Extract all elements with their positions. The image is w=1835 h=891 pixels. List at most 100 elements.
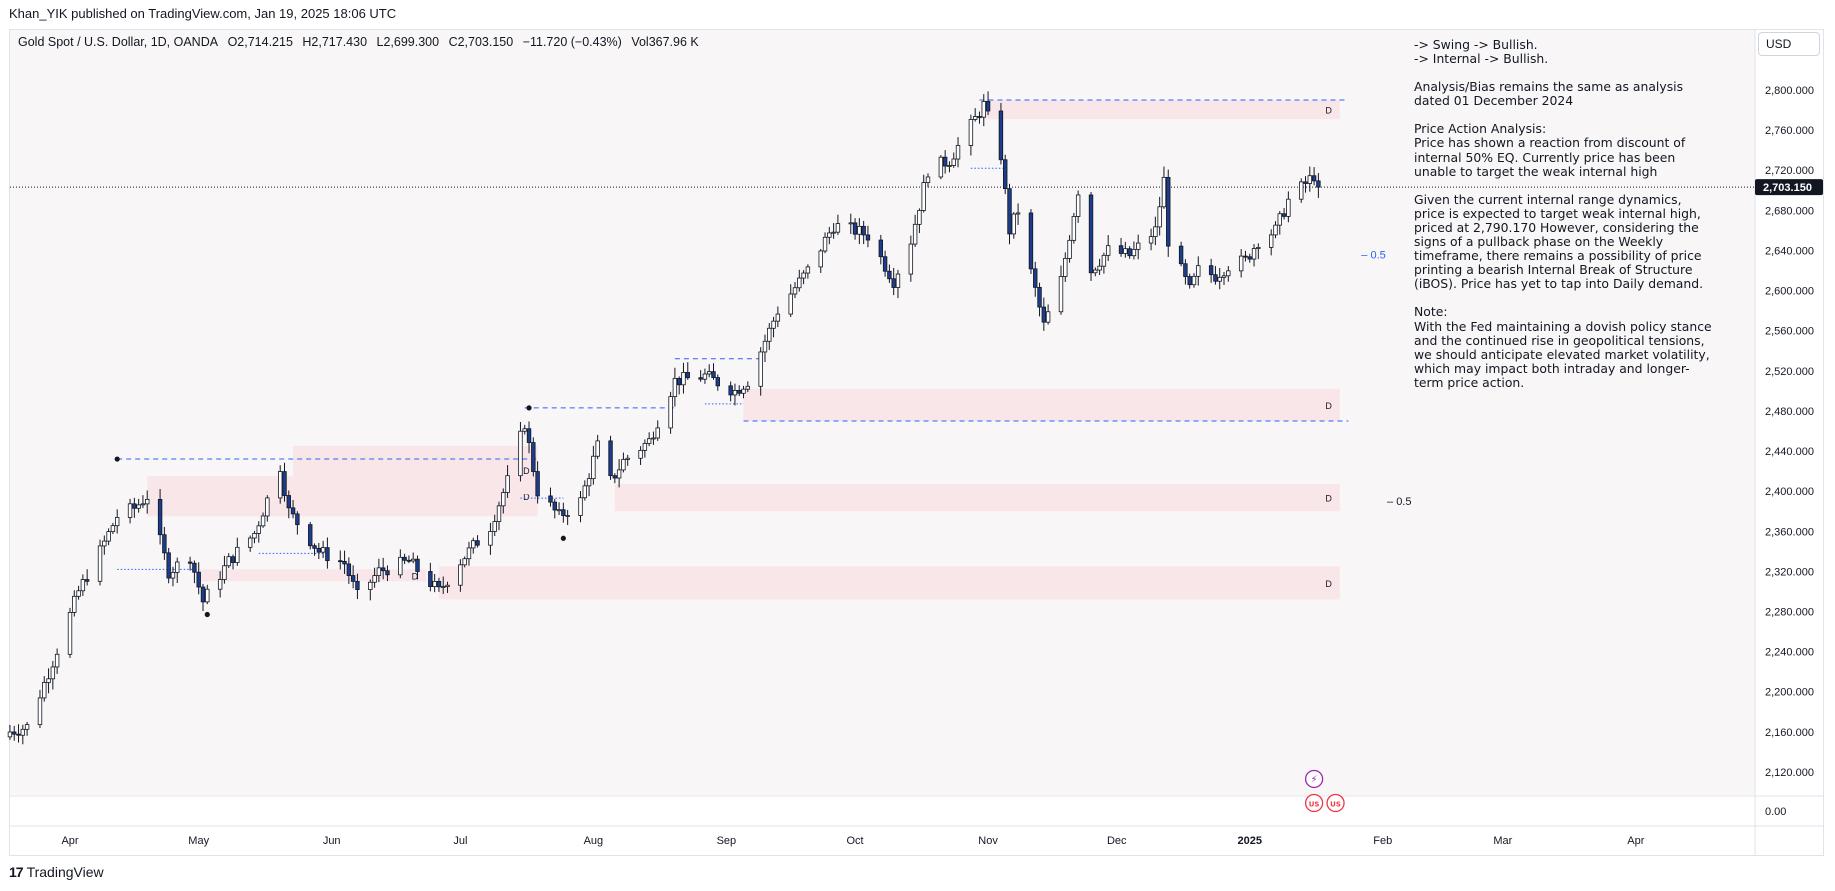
candle-down	[312, 545, 317, 549]
candle-up	[175, 561, 180, 573]
candle-up	[1217, 276, 1222, 282]
ohlc-close: C2,703.150	[448, 35, 514, 49]
candle-up	[488, 531, 493, 546]
candle-down	[308, 524, 313, 547]
candle-up	[222, 565, 227, 580]
candle-up	[170, 571, 176, 579]
candle-up	[616, 469, 622, 479]
candle-up	[1251, 248, 1257, 260]
candle-down	[737, 390, 742, 394]
price-tick-label: 2,160.000	[1765, 727, 1814, 739]
candle-down	[342, 560, 347, 565]
candle-down	[882, 256, 888, 272]
candle-down	[355, 580, 360, 590]
candle-up	[278, 471, 283, 499]
price-tick-label: 2,520.000	[1765, 366, 1814, 378]
ohlc-high: H2,717.430	[302, 35, 368, 49]
candle-up	[505, 475, 510, 493]
candle-up	[136, 504, 141, 509]
candle-up	[265, 497, 270, 517]
candle-down	[84, 579, 90, 582]
candle-down	[192, 562, 197, 573]
candle-up	[638, 449, 643, 459]
price-tick-label: 2,800.000	[1765, 85, 1814, 97]
time-tick-label: 2025	[1238, 835, 1262, 847]
candle-down	[608, 440, 613, 477]
pa-title: Price Action Analysis:	[1414, 121, 1547, 137]
economic-event-icon	[1326, 793, 1345, 813]
ohlc-low: L2,699.300	[376, 35, 440, 49]
candle-up	[586, 478, 592, 487]
price-tick-label: 2,120.000	[1765, 767, 1814, 779]
swing-point	[114, 456, 120, 462]
candle-up	[801, 272, 806, 279]
candle-up	[947, 165, 952, 167]
candle-down	[548, 495, 553, 503]
candle-up	[775, 313, 781, 322]
candle-up	[458, 564, 463, 586]
candle-up	[398, 556, 403, 576]
price-tick-label: 2,480.000	[1765, 406, 1814, 418]
candle-up	[1307, 175, 1313, 184]
candle-up	[501, 492, 506, 507]
candle-up	[1063, 258, 1068, 277]
candle-up	[1161, 176, 1167, 208]
price-tick-label: 2,680.000	[1765, 205, 1814, 217]
candle-up	[822, 236, 828, 252]
pa-text: Price has shown a reaction from discount…	[1414, 135, 1686, 179]
demand-zone-2	[198, 569, 427, 582]
economic-event-glyph: ⚡	[1311, 774, 1318, 785]
candle-up	[938, 156, 944, 178]
price-tick-label: 2,600.000	[1765, 286, 1814, 298]
candle-up	[441, 586, 446, 588]
candle-up	[797, 277, 802, 289]
tradingview-logo[interactable]: 17 TradingView	[9, 864, 104, 880]
time-tick-label: Mar	[1493, 835, 1512, 847]
candle-down	[985, 101, 991, 112]
equilibrium-label: – 0.5	[1387, 496, 1411, 508]
note-text: With the Fed maintaining a dovish policy…	[1414, 318, 1712, 390]
candle-down	[685, 372, 690, 379]
candle-down	[338, 560, 343, 563]
candle-up	[625, 457, 630, 460]
time-tick-label: Dec	[1107, 835, 1127, 847]
candle-up	[835, 223, 841, 233]
bias-note: Analysis/Bias remains the same as analys…	[1414, 79, 1684, 109]
candle-up	[256, 525, 261, 534]
candle-down	[878, 239, 884, 258]
candle-down	[132, 503, 137, 509]
candle-down	[1208, 265, 1214, 276]
candle-up	[578, 497, 583, 516]
candle-up	[1067, 239, 1072, 259]
equilibrium-label: – 0.5	[1361, 249, 1385, 261]
candle-up	[857, 225, 862, 235]
currency-button[interactable]: USD	[1758, 32, 1820, 56]
price-tick-label: 2,400.000	[1765, 486, 1814, 498]
candle-up	[556, 509, 562, 512]
candle-up	[1071, 216, 1077, 241]
swing-point	[560, 535, 566, 541]
candle-up	[925, 176, 931, 184]
candle-down	[157, 498, 163, 536]
price-tick-label: 2,360.000	[1765, 526, 1814, 538]
demand-zone-5	[743, 388, 1340, 421]
candle-up	[1058, 276, 1064, 313]
candle-down	[325, 547, 330, 562]
candle-up	[831, 231, 836, 234]
last-price-badge-label: 2,703.150	[1763, 182, 1812, 194]
candle-down	[1281, 213, 1287, 217]
time-tick-label: Jun	[323, 835, 341, 847]
candle-down	[16, 733, 21, 736]
candle-down	[196, 571, 201, 588]
candle-up	[466, 547, 472, 560]
economic-event-glyph: US	[1330, 801, 1341, 809]
analysis-text-note[interactable]: -> Swing -> Bullish. -> Internal -> Bull…	[1414, 37, 1714, 390]
candle-up	[1093, 269, 1098, 274]
volume: Vol367.96 K	[631, 35, 699, 49]
candle-up	[672, 378, 678, 398]
candle-down	[162, 534, 167, 554]
candle-down	[535, 471, 540, 497]
candle-down	[402, 556, 407, 561]
candle-up	[42, 682, 47, 699]
